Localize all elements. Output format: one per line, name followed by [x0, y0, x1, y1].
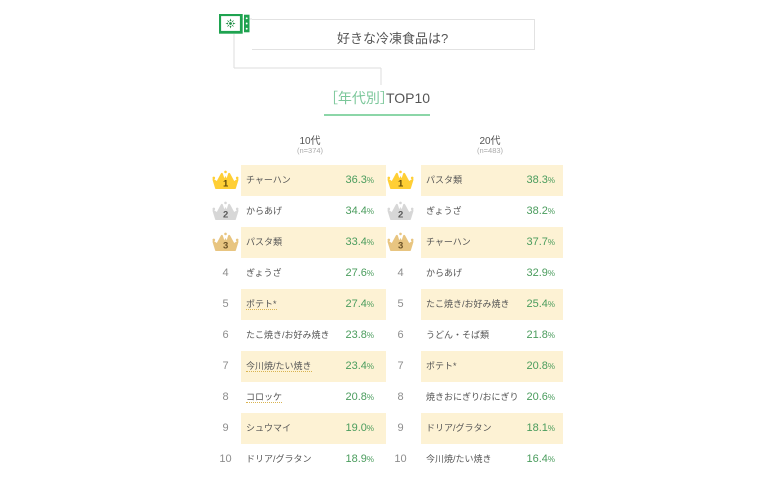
- svg-text:3: 3: [223, 240, 228, 251]
- svg-text:2: 2: [398, 209, 403, 220]
- svg-text:2: 2: [223, 209, 228, 220]
- svg-text:3: 3: [398, 240, 403, 251]
- svg-text:1: 1: [223, 178, 229, 189]
- svg-text:1: 1: [398, 178, 404, 189]
